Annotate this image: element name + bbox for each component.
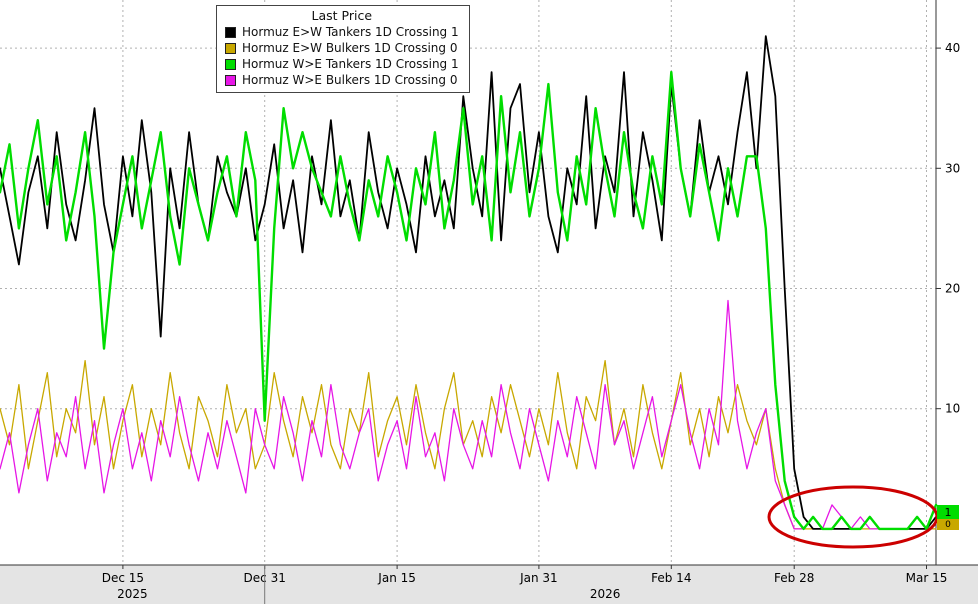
y-tick-label: 40 bbox=[945, 41, 960, 55]
legend-item-ew-tankers[interactable]: Hormuz E>W Tankers 1D Crossing 1 bbox=[225, 24, 459, 40]
year-label: 2026 bbox=[590, 587, 621, 601]
series-line-3 bbox=[0, 299, 937, 530]
x-axis-band bbox=[0, 565, 978, 604]
legend-item-we-bulkers[interactable]: Hormuz W>E Bulkers 1D Crossing 0 bbox=[225, 72, 459, 88]
x-tick-label: Jan 15 bbox=[377, 571, 416, 585]
ew-bulkers-swatch-icon bbox=[225, 42, 236, 54]
x-tick-label: Feb 14 bbox=[651, 571, 691, 585]
last-value-badge bbox=[937, 519, 959, 530]
legend-title: Last Price bbox=[311, 8, 373, 23]
y-tick-label: 20 bbox=[945, 282, 960, 296]
year-label: 2025 bbox=[117, 587, 148, 601]
series-line-1 bbox=[0, 359, 937, 530]
last-value-badge-text: 1 bbox=[945, 506, 952, 519]
x-tick-label: Jan 31 bbox=[519, 571, 558, 585]
legend-item-label: Hormuz E>W Bulkers 1D Crossing 0 bbox=[242, 41, 458, 55]
legend: Last Price Hormuz E>W Tankers 1D Crossin… bbox=[216, 5, 470, 93]
last-value-badge-text: 0 bbox=[945, 520, 951, 530]
x-tick-label: Dec 15 bbox=[102, 571, 144, 585]
last-value-badge bbox=[937, 505, 959, 519]
legend-item-we-tankers[interactable]: Hormuz W>E Tankers 1D Crossing 1 bbox=[225, 56, 459, 72]
series-line-0 bbox=[0, 35, 937, 530]
we-tankers-swatch-icon bbox=[225, 58, 236, 70]
ew-tankers-swatch-icon bbox=[225, 26, 236, 38]
legend-item-label: Hormuz W>E Tankers 1D Crossing 1 bbox=[242, 57, 459, 71]
we-bulkers-swatch-icon bbox=[225, 74, 236, 86]
x-tick-label: Feb 28 bbox=[774, 571, 814, 585]
y-tick-label: 30 bbox=[945, 161, 960, 175]
x-tick-label: Mar 15 bbox=[906, 571, 948, 585]
legend-item-label: Hormuz W>E Bulkers 1D Crossing 0 bbox=[242, 73, 458, 87]
series-line-2 bbox=[0, 70, 938, 531]
legend-item-ew-bulkers[interactable]: Hormuz E>W Bulkers 1D Crossing 0 bbox=[225, 40, 459, 56]
legend-item-label: Hormuz E>W Tankers 1D Crossing 1 bbox=[242, 25, 459, 39]
y-tick-label: 10 bbox=[945, 402, 960, 416]
